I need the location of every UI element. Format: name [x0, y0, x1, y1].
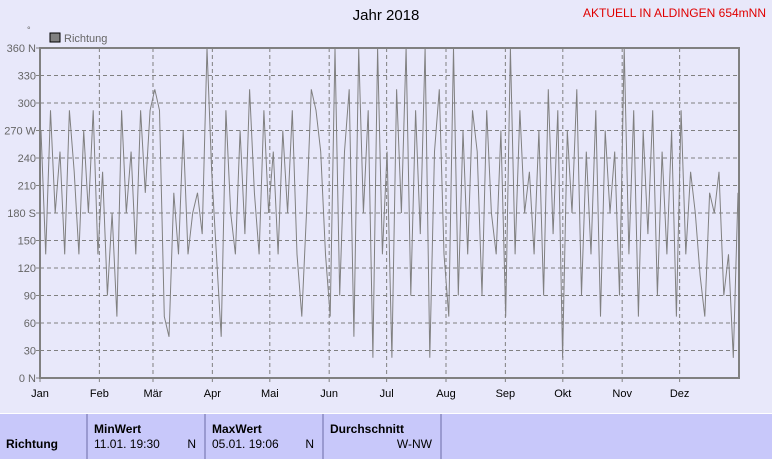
max-header: MaxWert — [212, 422, 262, 436]
avg-value: W-NW — [396, 437, 432, 451]
min-dir: N — [187, 437, 196, 451]
avg-header: Durchschnitt — [330, 422, 405, 436]
station-label: AKTUELL IN ALDINGEN 654mNN — [583, 6, 766, 20]
y-tick-label: 0 N — [19, 373, 36, 385]
x-tick-label: Okt — [554, 388, 571, 400]
y-tick-label: 360 N — [7, 43, 36, 55]
x-tick-label: Sep — [496, 388, 516, 400]
y-tick-label: 330 — [18, 71, 36, 83]
x-tick-label: Jun — [320, 388, 338, 400]
avg-cell: Durchschnitt W-NW — [324, 414, 442, 459]
y-tick-label: 210 — [18, 181, 36, 193]
y-tick-label: 150 — [18, 236, 36, 248]
x-tick-label: Jul — [380, 388, 394, 400]
legend-label: Richtung — [64, 33, 107, 45]
row-label-cell: Richtung — [0, 414, 88, 459]
unit-label: ° — [27, 25, 31, 35]
x-tick-label: Nov — [612, 388, 632, 400]
min-cell: MinWert 11.01. 19:30 N — [88, 414, 206, 459]
min-value: 11.01. 19:30 — [94, 437, 160, 451]
y-tick-label: 180 S — [7, 208, 36, 220]
max-cell: MaxWert 05.01. 19:06 N — [206, 414, 324, 459]
x-tick-label: Aug — [436, 388, 456, 400]
row-label: Richtung — [6, 437, 58, 451]
chart-title: Jahr 2018 — [352, 7, 420, 24]
max-dir: N — [305, 437, 314, 451]
plot-frame — [39, 47, 740, 379]
y-tick-label: 240 — [18, 153, 36, 165]
y-tick-label: 300 — [18, 98, 36, 110]
x-tick-label: Apr — [204, 388, 221, 400]
y-tick-label: 90 — [24, 291, 36, 303]
x-tick-label: Dez — [670, 388, 690, 400]
y-tick-label: 30 — [24, 346, 36, 358]
legend-swatch — [49, 32, 61, 43]
min-header: MinWert — [94, 422, 142, 436]
x-tick-label: Jan — [31, 388, 49, 400]
x-tick-label: Mär — [144, 388, 163, 400]
direction-chart: ° Richtung 0 N 30 60 90 120 150 180 S 210 240 270… — [4, 25, 740, 400]
x-tick-label: Feb — [90, 388, 109, 400]
stats-table: Richtung MinWert 11.01. 19:30 N MaxWert 05.… — [0, 413, 772, 459]
max-value: 05.01. 19:06 — [212, 437, 279, 451]
y-tick-label: 120 — [18, 263, 36, 275]
series-richtung — [40, 47, 739, 358]
y-tick-label: 60 — [24, 318, 36, 330]
y-tick-label: 270 W — [4, 126, 36, 138]
x-tick-label: Mai — [261, 388, 279, 400]
